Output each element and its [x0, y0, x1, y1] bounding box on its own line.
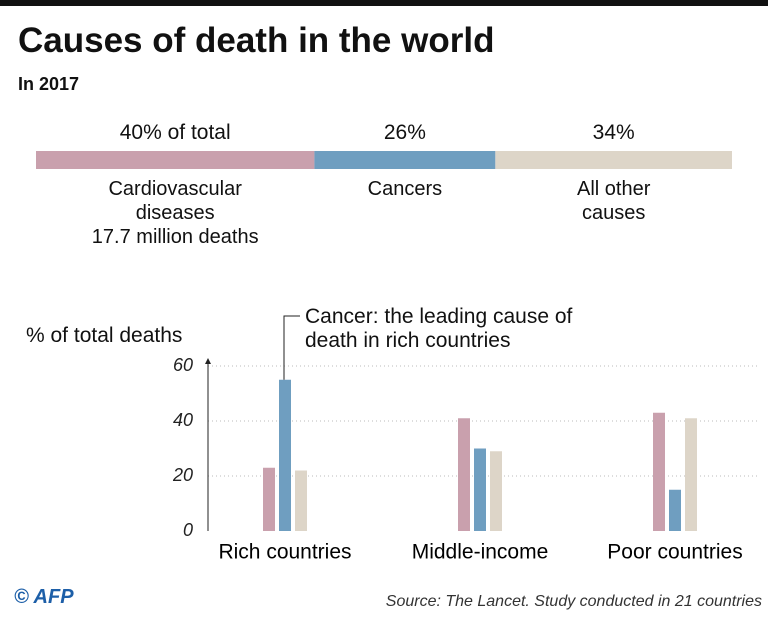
- y-tick-label: 0: [183, 520, 193, 540]
- bar: [653, 412, 665, 531]
- x-tick-label: Rich countries: [218, 541, 351, 564]
- bar: [295, 470, 307, 531]
- top-rule: [0, 0, 768, 6]
- y-tick-label: 40: [173, 410, 193, 430]
- y-axis-label: % of total deaths: [26, 324, 183, 347]
- source: Source: The Lancet. Study conducted in 2…: [385, 593, 762, 610]
- legend-entry: Cardiovascular diseases 17.7 million deat…: [75, 177, 275, 249]
- bar: [263, 467, 275, 531]
- legend-entry: All other causes: [514, 177, 714, 225]
- annotation-leader: [283, 315, 300, 380]
- value-label: 34%: [592, 121, 635, 144]
- bar: [458, 418, 470, 531]
- legend-label: Cancers: [367, 178, 443, 200]
- bar-segment: [495, 151, 732, 169]
- y-axis-arrow: [205, 358, 211, 364]
- value-label: 26%: [383, 121, 426, 144]
- x-tick-label: Poor countries: [607, 541, 742, 564]
- credit: © AFP: [14, 586, 74, 608]
- bar-segment: [36, 151, 315, 169]
- y-tick-label: 60: [173, 355, 193, 375]
- bar: [490, 451, 502, 531]
- value-label: 40% of total: [119, 121, 231, 144]
- bar: [474, 448, 486, 531]
- legend-note: 17.7 million deaths: [91, 226, 259, 248]
- bar: [669, 489, 681, 531]
- legend-label: All other causes: [576, 178, 651, 224]
- x-tick-label: Middle-income: [412, 541, 549, 564]
- title: Causes of death in the world: [18, 21, 495, 60]
- legend-label: Cardiovascular diseases: [108, 178, 242, 224]
- bar: [279, 379, 291, 531]
- annotation: Cancer: the leading cause of death in ri…: [305, 305, 573, 352]
- bar-segment: [314, 151, 496, 169]
- legend-entry: Cancers: [305, 177, 505, 201]
- subtitle: In 2017: [18, 74, 80, 94]
- bar: [685, 418, 697, 531]
- y-tick-label: 20: [172, 465, 193, 485]
